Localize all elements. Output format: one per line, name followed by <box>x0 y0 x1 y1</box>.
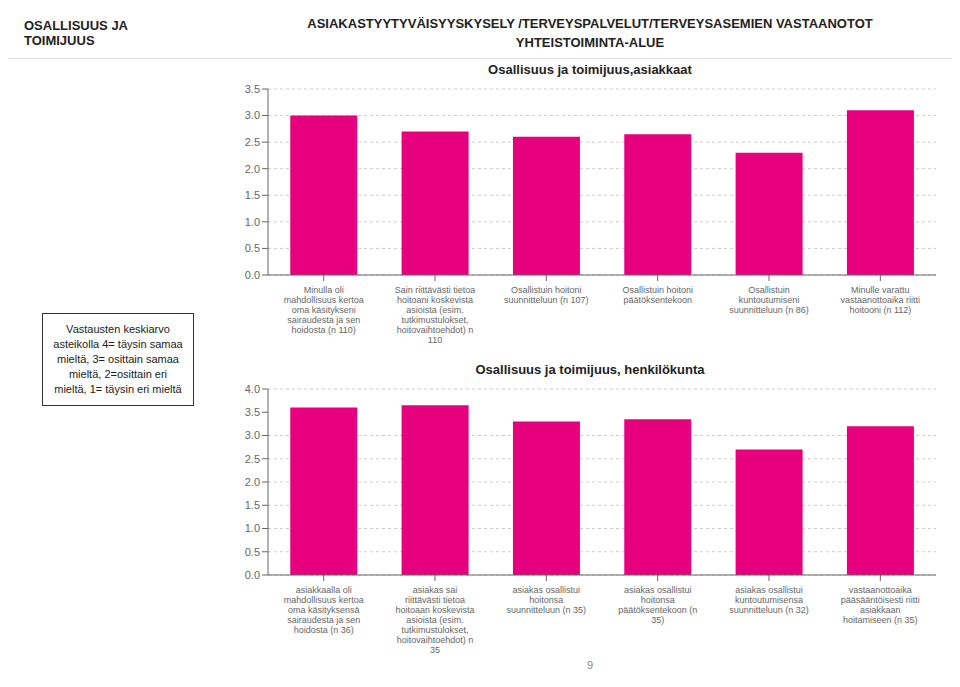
svg-text:asiakas sairiittävästi tietoah: asiakas sairiittävästi tietoahoitoaan ko… <box>395 585 474 655</box>
svg-text:3.5: 3.5 <box>245 406 260 418</box>
svg-text:1.5: 1.5 <box>245 189 260 201</box>
html-text:OSALLISUUS JA TOIMIJUUS: OSALLISUUS JA TOIMIJUUS <box>24 18 128 48</box>
svg-text:1.5: 1.5 <box>245 499 260 511</box>
svg-text:0.5: 0.5 <box>245 546 260 558</box>
svg-text:Minulla olimahdollisuus kertoa: Minulla olimahdollisuus kertoaoma käsity… <box>284 285 364 335</box>
svg-text:Osallistuin hoitonipäätöksente: Osallistuin hoitonipäätöksentekoon <box>622 285 693 305</box>
svg-text:Minulle varattuvastaanottoaika: Minulle varattuvastaanottoaika riittihoi… <box>841 285 921 315</box>
svg-text:vastaanottoaikapääsääntöisesti: vastaanottoaikapääsääntöisesti riittiasi… <box>841 585 920 625</box>
svg-text:3.0: 3.0 <box>245 429 260 441</box>
svg-text:2.5: 2.5 <box>245 136 260 148</box>
svg-text:Osallistuin hoitonisuunnittelu: Osallistuin hoitonisuunnitteluun (n 107) <box>504 285 589 305</box>
html-text:Vastausten keskiarvo asteikoll: Vastausten keskiarvo asteikolla 4= täysi… <box>53 322 183 395</box>
html-text:Osallisuus ja toimijuus,asiakk: Osallisuus ja toimijuus,asiakkaat <box>488 62 692 77</box>
svg-text:2.0: 2.0 <box>245 163 260 175</box>
svg-text:3.5: 3.5 <box>245 83 260 95</box>
svg-text:asiakkaalla olimahdollisuus ke: asiakkaalla olimahdollisuus kertoaoma kä… <box>284 585 364 635</box>
html-text:9: 9 <box>586 659 594 671</box>
svg-text:asiakas osallistuihoitonsasuun: asiakas osallistuihoitonsasuunnitteluun … <box>507 585 587 615</box>
svg-text:asiakas osallistuikuntoutumise: asiakas osallistuikuntoutumisensasuunnit… <box>729 585 809 615</box>
svg-text:0.0: 0.0 <box>245 569 260 581</box>
svg-text:0.0: 0.0 <box>245 269 260 281</box>
svg-text:3.0: 3.0 <box>245 109 260 121</box>
svg-text:4.0: 4.0 <box>245 383 260 395</box>
svg-text:1.0: 1.0 <box>245 216 260 228</box>
html-text:Osallisuus ja toimijuus, henki: Osallisuus ja toimijuus, henkilökunta <box>475 362 705 377</box>
svg-text:0.5: 0.5 <box>245 242 260 254</box>
svg-text:Osallistuinkuntoutumisenisuunn: Osallistuinkuntoutumisenisuunnitteluun (… <box>729 285 809 315</box>
svg-text:2.0: 2.0 <box>245 476 260 488</box>
html-text:YHTEISTOIMINTA-ALUE: YHTEISTOIMINTA-ALUE <box>515 35 665 50</box>
svg-text:1.0: 1.0 <box>245 522 260 534</box>
svg-text:asiakas osallistuihoitonsapäät: asiakas osallistuihoitonsapäätöksentekoo… <box>618 585 697 625</box>
svg-text:2.5: 2.5 <box>245 453 260 465</box>
html-text:ASIAKASTYYTYVÄISYYSKYSELY /TER: ASIAKASTYYTYVÄISYYSKYSELY /TERVEYSPALVEL… <box>307 16 873 31</box>
svg-text:Sain riittävästi tietoahoitoan: Sain riittävästi tietoahoitoani koskevis… <box>395 285 476 345</box>
